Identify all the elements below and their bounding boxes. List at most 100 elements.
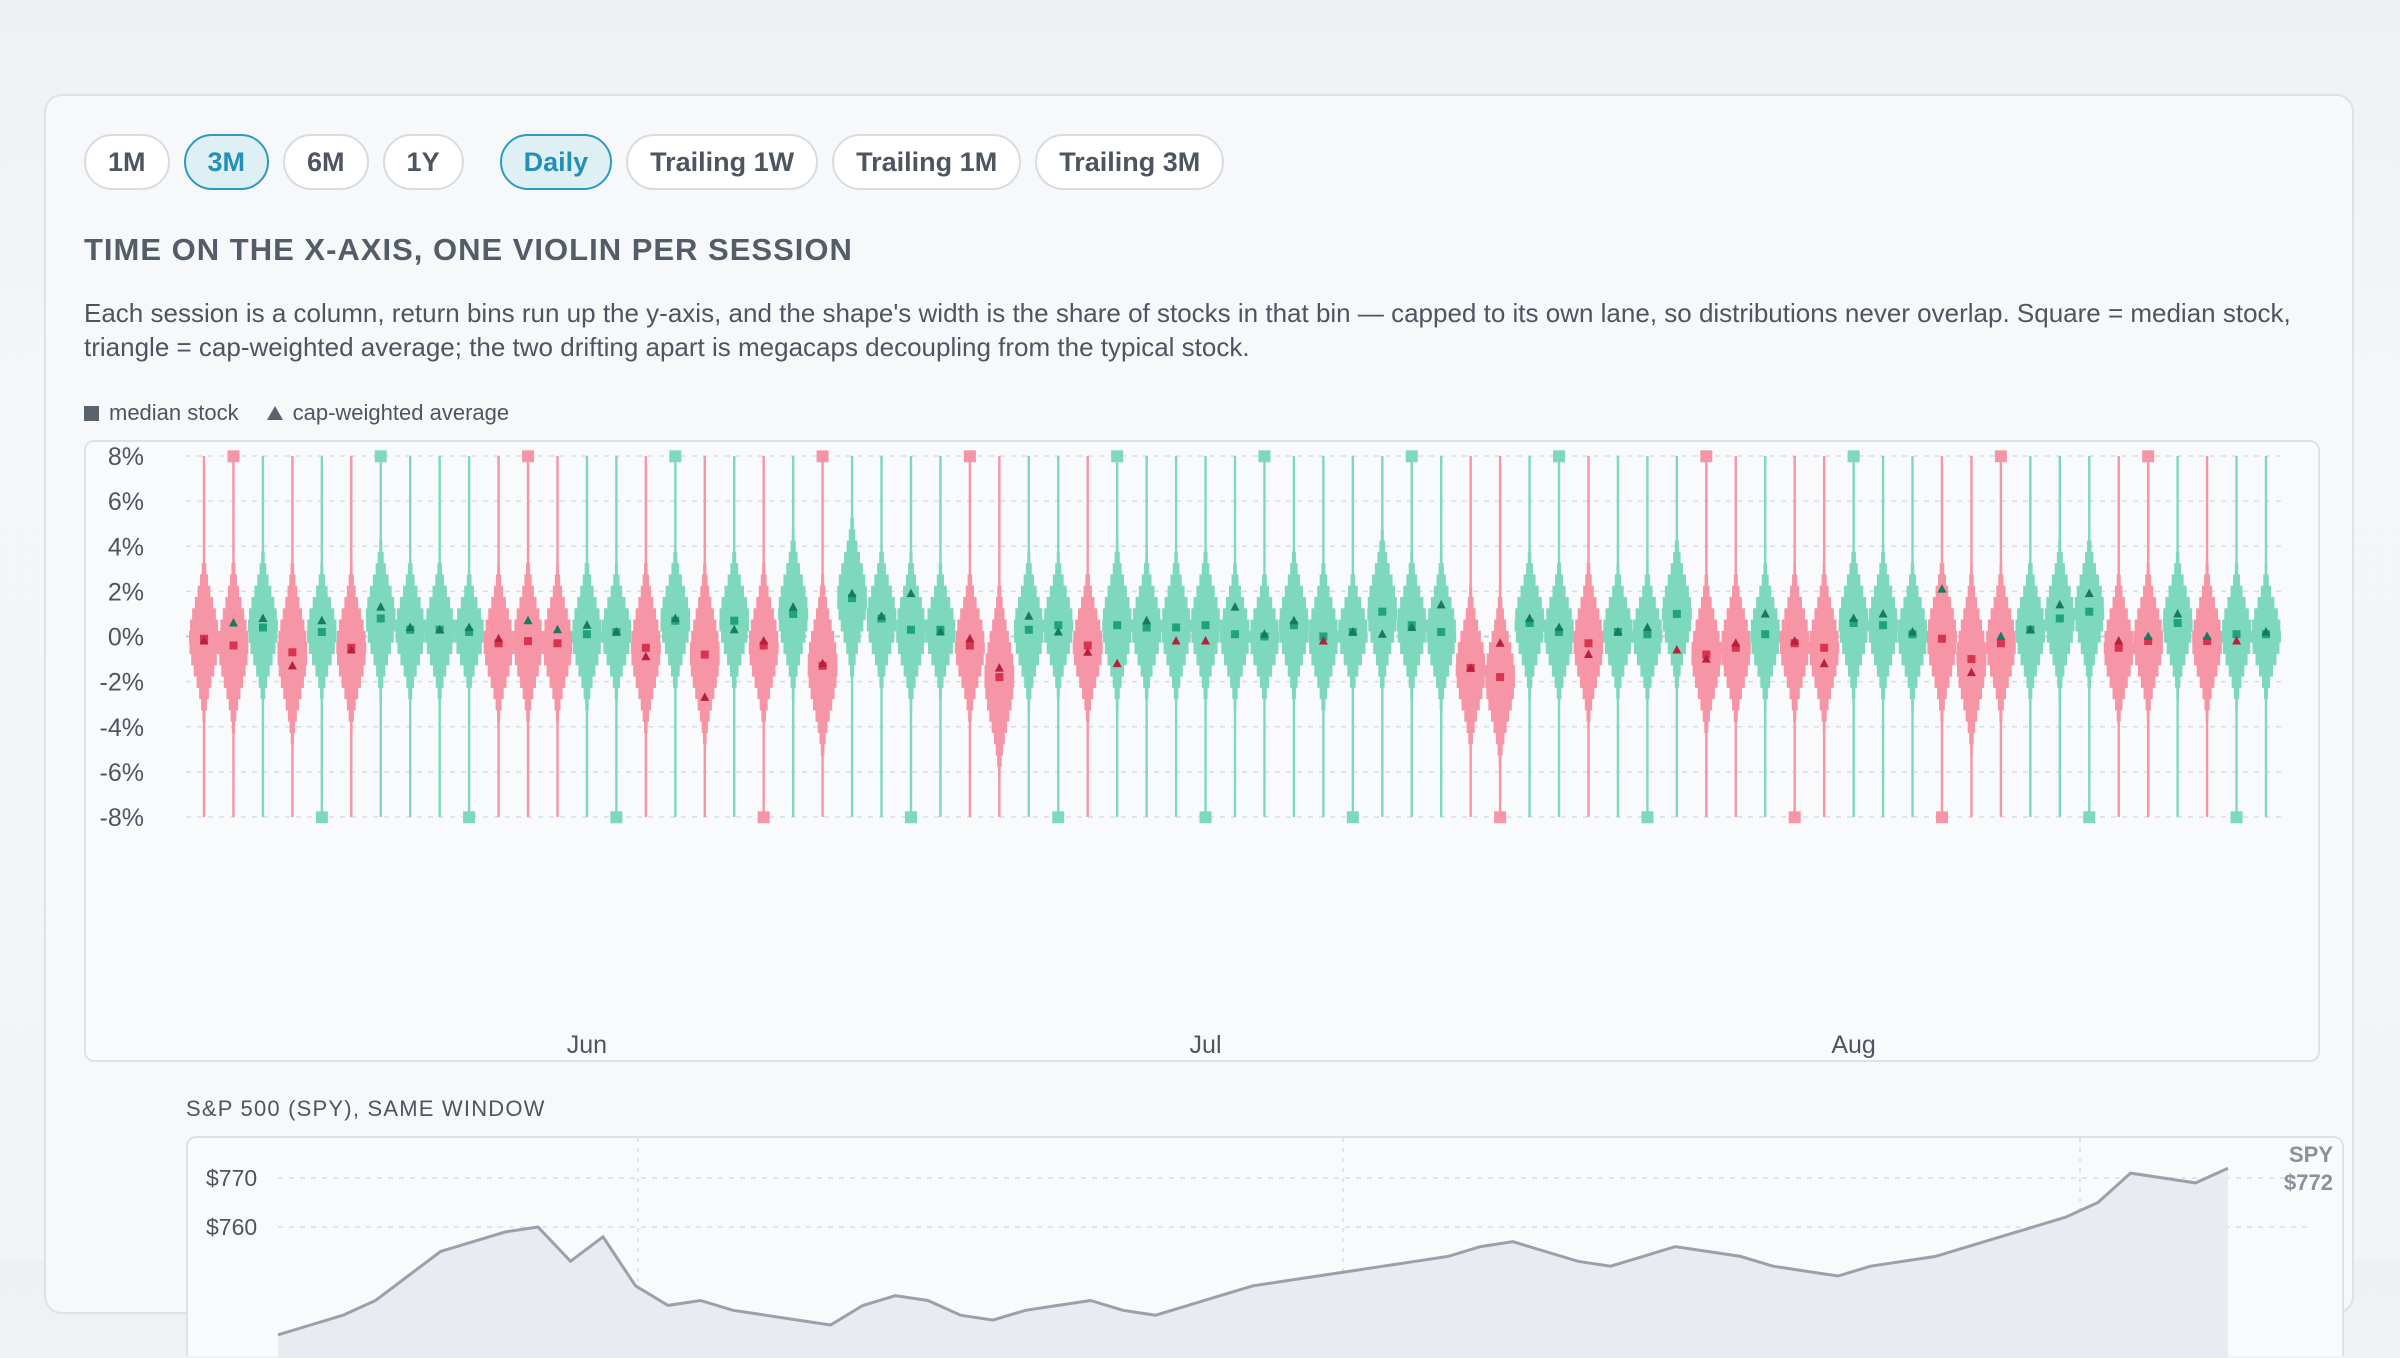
violin-session: [630, 456, 661, 817]
violin-bin: [1052, 574, 1064, 587]
violin-bin: [1646, 563, 1649, 576]
violin-bin: [701, 721, 708, 733]
violin-bin: [1674, 675, 1679, 688]
violin-bin: [483, 642, 514, 655]
violin-bin: [555, 709, 560, 722]
violin-bin: [315, 664, 329, 677]
violin-session: [984, 456, 1015, 817]
window-button-trailing-1w[interactable]: Trailing 1W: [626, 134, 819, 190]
violin-bin: [1967, 585, 1976, 598]
violin-bin: [1698, 608, 1715, 621]
cap-weighted-marker: [1348, 626, 1358, 636]
violin-bin: [223, 675, 244, 688]
violin-bin: [1408, 675, 1415, 688]
violin-bin: [278, 664, 306, 677]
median-marker: [1849, 618, 1858, 627]
cap-weighted-marker: [199, 636, 209, 645]
violin-bin: [909, 551, 913, 564]
violin-bin: [457, 608, 482, 621]
violin-bin: [1935, 811, 1948, 824]
window-button-trailing-1m[interactable]: Trailing 1M: [832, 134, 1022, 190]
violin-bin: [808, 675, 837, 688]
violin-session: [1161, 456, 1192, 817]
violin-session: [336, 456, 367, 817]
window-button-daily[interactable]: Daily: [499, 134, 613, 190]
violin-bin: [989, 630, 1009, 643]
violin-bin: [1693, 630, 1720, 643]
violin-bin: [1873, 653, 1893, 666]
violin-bin: [1494, 619, 1507, 632]
violin-bin: [1023, 574, 1034, 587]
violin-bin: [397, 642, 423, 655]
violin-bin: [370, 642, 392, 655]
violin-bin: [287, 585, 298, 598]
violin-bin: [1025, 563, 1032, 576]
violin-bin: [2199, 675, 2215, 688]
violin-bin: [960, 608, 980, 621]
violin-bin: [1528, 687, 1531, 700]
violin-bin: [2106, 664, 2131, 677]
violin-bin: [1909, 574, 1916, 587]
median-marker: [288, 648, 297, 657]
violin-bin: [1468, 732, 1473, 745]
violin-bin: [1822, 721, 1826, 733]
cap-weighted-marker: [1201, 636, 1211, 645]
violin-bin: [669, 450, 682, 463]
period-button-6m[interactable]: 6M: [283, 134, 369, 190]
violin-bin: [1779, 642, 1810, 655]
violin-bin: [995, 743, 1003, 756]
median-marker: [1672, 609, 1681, 618]
violin-bin: [1999, 709, 2003, 722]
violin-bin: [601, 619, 632, 632]
violin-bin: [1367, 597, 1397, 609]
violin-bin: [546, 664, 569, 677]
violin-bin: [1493, 721, 1507, 733]
violin-bin: [460, 597, 478, 609]
violin-bin: [1021, 664, 1037, 677]
violin-bin: [1640, 664, 1655, 677]
violin-session: [1809, 456, 1840, 817]
period-button-1m[interactable]: 1M: [84, 134, 170, 190]
violin-session: [1190, 456, 1221, 824]
violin-bin: [1849, 563, 1858, 576]
violin-bin: [378, 675, 384, 688]
violin-bin: [1055, 675, 1062, 688]
violin-bin: [930, 597, 951, 609]
violin-bin: [1903, 597, 1922, 609]
violin-bin: [1518, 642, 1541, 655]
cap-weighted-marker: [2055, 599, 2065, 609]
cap-weighted-marker: [523, 615, 533, 625]
spy-end-label: SPY: [2289, 1142, 2333, 1167]
violin-bin: [1575, 619, 1602, 632]
violin-bin: [2175, 551, 2180, 564]
violin-bin: [1614, 574, 1622, 587]
period-button-3m[interactable]: 3M: [183, 134, 270, 190]
cap-weighted-marker: [818, 658, 828, 668]
violin-bin: [633, 619, 659, 632]
violin-bin: [552, 585, 563, 598]
violin-bin: [1868, 630, 1898, 643]
violin-bin: [1433, 585, 1449, 598]
violin-bin: [690, 664, 719, 677]
median-marker: [376, 614, 385, 623]
violin-bin: [1026, 687, 1032, 700]
violin-bin: [1611, 664, 1625, 677]
violin-bin: [2017, 642, 2044, 655]
violin-bin: [280, 675, 304, 688]
violin-bin: [1526, 675, 1533, 688]
violin-bin: [1965, 597, 1978, 609]
violin-bin: [1372, 574, 1393, 587]
violin-bin: [1732, 585, 1740, 598]
violin-bin: [432, 585, 447, 598]
violin-bin: [1871, 597, 1896, 609]
violin-bin: [1497, 743, 1503, 756]
violin-bin: [998, 766, 1001, 779]
violin-bin: [1604, 642, 1631, 655]
violin-bin: [1702, 709, 1710, 722]
violin-bin: [308, 642, 335, 655]
y-tick-label: -6%: [100, 759, 144, 787]
violin-bin: [1145, 551, 1148, 564]
violin-bin: [1873, 585, 1893, 598]
window-button-trailing-3m[interactable]: Trailing 3M: [1035, 134, 1225, 190]
period-button-1y[interactable]: 1Y: [382, 134, 464, 190]
